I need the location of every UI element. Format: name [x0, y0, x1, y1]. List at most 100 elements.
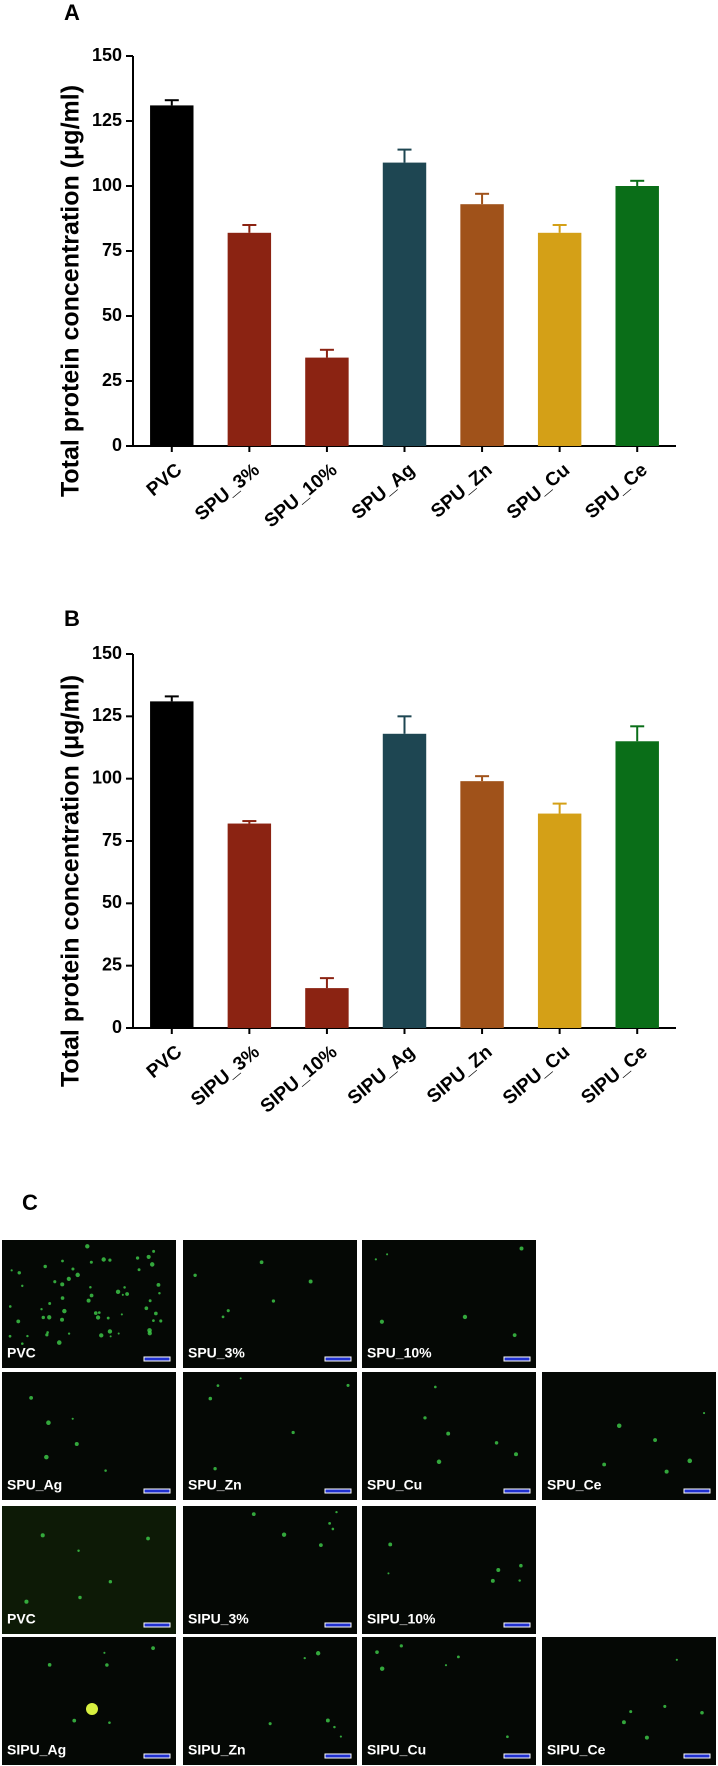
image-label: SPU_Ce: [547, 1477, 602, 1493]
image-background: [183, 1506, 357, 1634]
y-tick-label: 100: [92, 767, 122, 787]
cell-dot: [271, 1299, 276, 1303]
cell-dot: [664, 1469, 669, 1474]
x-tick-label: SIPU_Zn: [423, 1042, 496, 1108]
y-tick-label: 0: [112, 1017, 122, 1037]
image-label: SIPU_3%: [188, 1611, 249, 1627]
cell-dot: [144, 1306, 149, 1311]
cell-dot: [56, 1340, 62, 1345]
scale-bar: [324, 1753, 352, 1759]
micrograph: SPU_Ag: [2, 1372, 176, 1500]
x-tick-label: SPU_3%: [191, 460, 264, 526]
cell-dot: [109, 1335, 112, 1338]
cell-dot: [115, 1289, 121, 1295]
cell-dot: [388, 1542, 393, 1547]
x-tick-label: SIPU_Ce: [577, 1042, 651, 1109]
y-tick-label: 50: [102, 892, 122, 912]
cell-dot: [40, 1533, 45, 1538]
cell-dot: [47, 1315, 52, 1320]
cell-dot: [99, 1333, 104, 1338]
cell-dot: [62, 1308, 67, 1314]
scale-bar: [503, 1753, 531, 1759]
cell-dot: [46, 1420, 51, 1426]
cell-dot: [239, 1377, 242, 1380]
panel-label: C: [22, 1190, 38, 1215]
image-background: [2, 1240, 176, 1368]
cell-dot: [103, 1651, 106, 1654]
image-background: [183, 1637, 357, 1765]
cell-dot: [101, 1257, 106, 1262]
cell-dot: [120, 1313, 123, 1316]
cell-dot: [85, 1244, 90, 1249]
cell-dot: [318, 1543, 323, 1548]
cell-dot: [21, 1284, 24, 1288]
cell-dot: [10, 1269, 13, 1272]
image-background: [183, 1372, 357, 1500]
cell-dot: [67, 1332, 71, 1335]
cell-dot: [494, 1441, 499, 1445]
cell-dot: [74, 1442, 79, 1447]
micrograph: SPU_Zn: [183, 1372, 357, 1500]
cell-dot: [379, 1666, 385, 1671]
cell-dot: [8, 1305, 12, 1308]
cell-dot: [423, 1416, 427, 1420]
image-label: SIPU_10%: [367, 1611, 436, 1627]
cell-dot: [147, 1328, 152, 1333]
cell-dot: [663, 1704, 667, 1708]
cell-dot: [77, 1549, 80, 1552]
cell-dot: [72, 1718, 77, 1723]
scale-bar: [143, 1356, 171, 1362]
cell-dot: [621, 1720, 626, 1725]
cell-dot: [251, 1512, 256, 1517]
cell-dot: [346, 1383, 350, 1387]
cell-dot: [149, 1262, 155, 1267]
micrograph: PVC: [2, 1506, 176, 1634]
bar: [227, 823, 272, 1028]
y-tick-label: 75: [102, 830, 122, 850]
y-tick-label: 150: [92, 643, 122, 663]
bar: [537, 232, 582, 446]
cell-dot: [700, 1710, 704, 1715]
cell-dot: [687, 1458, 693, 1464]
cell-dot: [268, 1722, 272, 1726]
cell-dot: [308, 1279, 313, 1284]
micrograph: SPU_3%: [183, 1240, 357, 1368]
cell-dot: [259, 1260, 264, 1265]
cell-dot: [653, 1438, 658, 1442]
cell-dot: [434, 1385, 437, 1389]
cell-dot: [47, 1663, 52, 1667]
cell-dot: [213, 1467, 217, 1471]
cell-dot: [137, 1268, 141, 1272]
cell-dot: [21, 1342, 24, 1345]
image-label: SPU_Ag: [7, 1477, 62, 1493]
cell-dot: [46, 1331, 49, 1334]
cell-dot: [151, 1646, 155, 1651]
panel-label: B: [64, 606, 80, 631]
image-label: SIPU_Ag: [7, 1742, 66, 1758]
cell-dot: [518, 1579, 521, 1582]
bar: [382, 733, 427, 1028]
cell-dot: [291, 1430, 295, 1435]
cell-dot: [315, 1651, 321, 1656]
image-label: SIPU_Cu: [367, 1742, 426, 1758]
cell-dot: [71, 1417, 74, 1420]
x-tick-label: PVC: [143, 1041, 187, 1082]
cell-dot: [616, 1423, 622, 1428]
image-background: [2, 1372, 176, 1500]
cell-dot: [339, 1735, 342, 1738]
cell-dot: [444, 1664, 448, 1667]
panel-label: A: [64, 0, 80, 25]
x-tick-label: SPU_Zn: [427, 460, 496, 523]
cell-dot: [375, 1650, 379, 1654]
cell-dot: [108, 1721, 111, 1724]
cell-dot: [146, 1536, 150, 1541]
micrograph: SIPU_Zn: [183, 1637, 357, 1765]
cell-dot: [399, 1644, 403, 1648]
image-background: [362, 1506, 536, 1634]
micrograph: SIPU_3%: [183, 1506, 357, 1634]
bar: [615, 186, 659, 446]
cell-dot: [602, 1462, 607, 1467]
x-tick-label: SPU_Ce: [582, 460, 652, 524]
cell-dot: [333, 1725, 336, 1729]
micrograph: SIPU_Ag: [2, 1637, 176, 1765]
